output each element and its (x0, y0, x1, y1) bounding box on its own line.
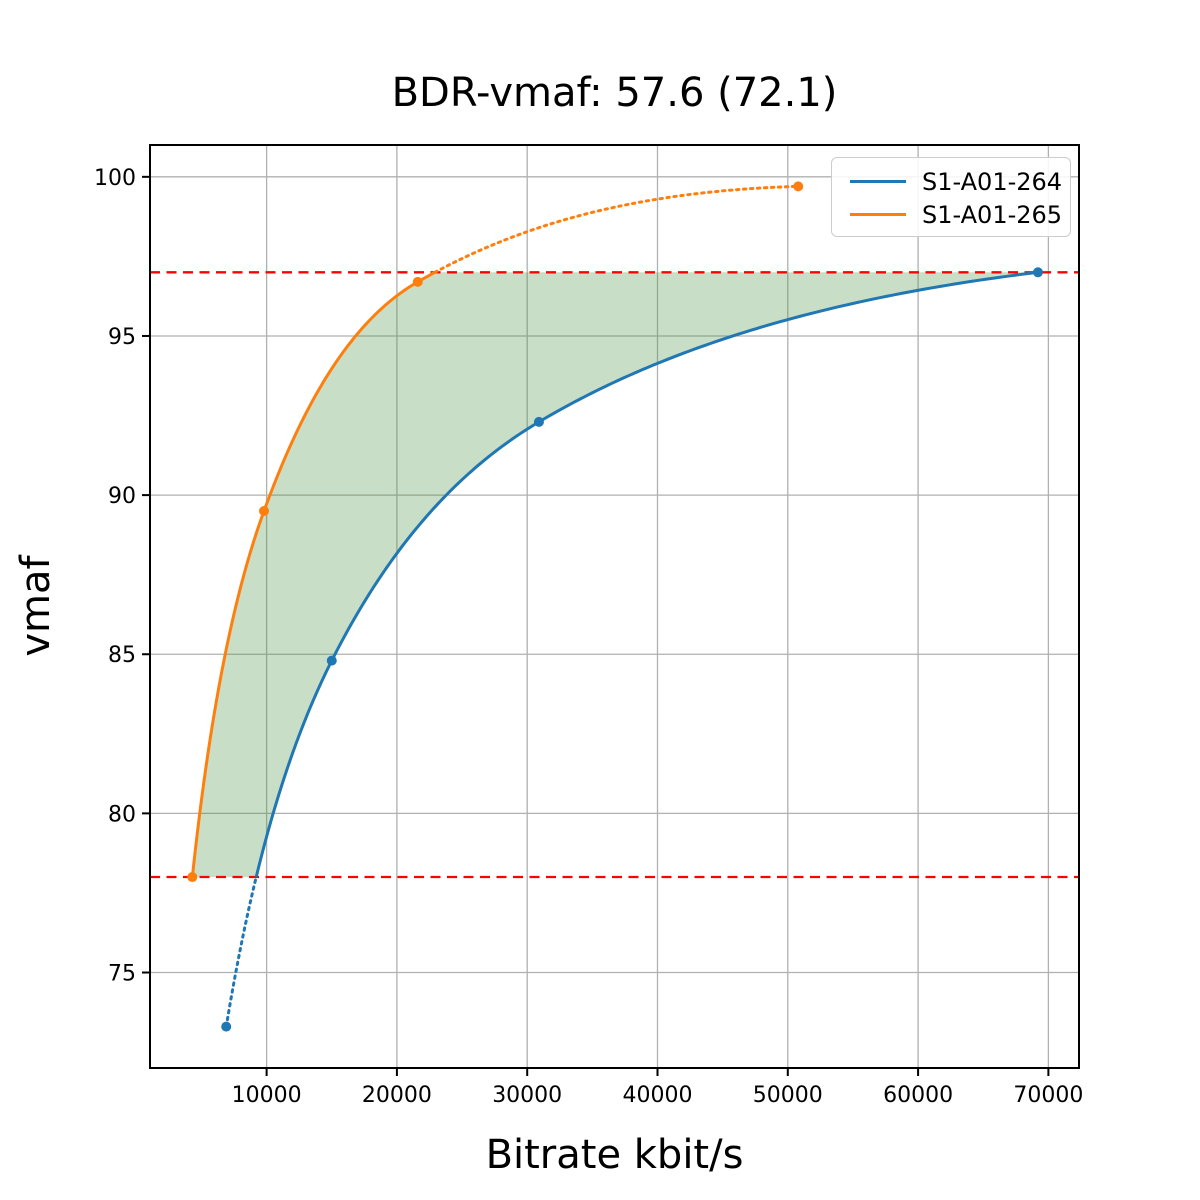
legend-label-265: S1-A01-265 (922, 200, 1063, 229)
x-tick-label: 70000 (1013, 1083, 1083, 1108)
chart-title: BDR-vmaf: 57.6 (72.1) (391, 70, 838, 116)
legend-line-sample-265 (850, 212, 906, 217)
data-point-S1-A01-265 (793, 181, 804, 192)
legend: S1-A01-264 S1-A01-265 (831, 157, 1071, 237)
series-curve-S1-A01-264-dotted (224, 875, 258, 1029)
x-tick-label: 40000 (622, 1083, 692, 1108)
y-tick-label: 90 (108, 484, 136, 509)
data-point-S1-A01-265 (412, 276, 423, 287)
series-curve-S1-A01-265-dotted (433, 184, 800, 274)
data-point-S1-A01-265 (259, 506, 270, 517)
bd-rate-shaded-area (192, 272, 1038, 878)
axes-spines (149, 144, 1080, 1069)
x-tick-label: 30000 (492, 1083, 562, 1108)
legend-item-264: S1-A01-264 (850, 165, 1063, 198)
x-tick-label: 60000 (883, 1083, 953, 1108)
legend-label-264: S1-A01-264 (922, 167, 1063, 196)
y-tick-label: 100 (94, 166, 136, 191)
x-tick-label: 10000 (232, 1083, 302, 1108)
x-tick-label: 50000 (753, 1083, 823, 1108)
x-tick-label: 20000 (362, 1083, 432, 1108)
x-axis-label: Bitrate kbit/s (485, 1132, 744, 1178)
data-point-S1-A01-265 (187, 872, 198, 883)
y-tick-label: 75 (108, 962, 136, 987)
y-tick-label: 95 (108, 325, 136, 350)
y-axis-label: vmaf (13, 555, 59, 657)
data-point-S1-A01-264 (326, 655, 337, 666)
series-curve-S1-A01-264-solid (254, 270, 1039, 879)
y-tick-label: 85 (108, 643, 136, 668)
legend-line-sample-264 (850, 179, 906, 184)
legend-item-265: S1-A01-265 (850, 198, 1063, 231)
data-point-S1-A01-264 (1032, 267, 1043, 278)
data-point-S1-A01-264 (221, 1021, 232, 1032)
data-point-S1-A01-264 (533, 416, 544, 427)
series-curve-S1-A01-265-solid (190, 270, 436, 878)
y-tick-label: 80 (108, 802, 136, 827)
